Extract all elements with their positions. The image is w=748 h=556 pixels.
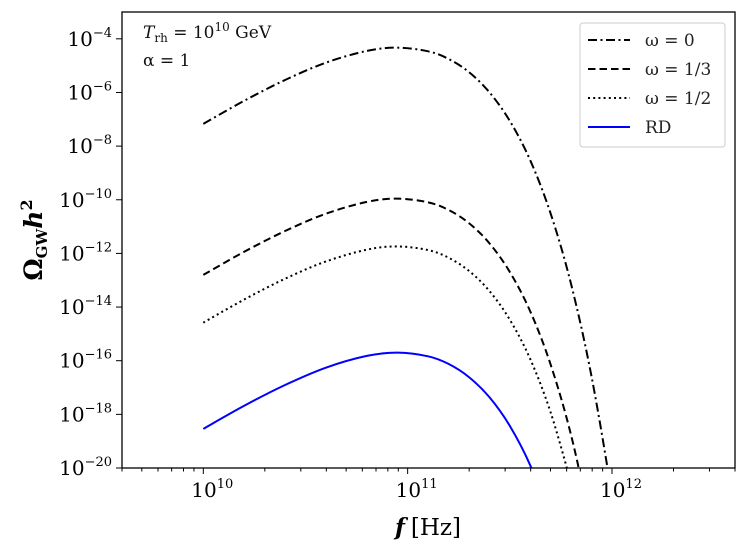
annotation-reheating-temperature: Trh = 1010 GeV: [143, 20, 272, 45]
x-axis: 1010 1011 1012: [121, 468, 736, 502]
x-tick-label: 1010: [191, 477, 233, 502]
series-line-3: [202, 245, 568, 468]
y-tick-label: 10−12: [59, 240, 112, 265]
plot-frame: [121, 11, 736, 469]
legend: ω = 0 ω = 1/3 ω = 1/2 RD: [579, 22, 726, 148]
legend-label: ω = 1/3: [645, 60, 711, 80]
legend-label: ω = 1/2: [645, 89, 711, 109]
legend-box: [579, 22, 726, 148]
series-line-4: [202, 351, 533, 468]
y-tick-label: 10−4: [67, 26, 112, 51]
y-tick-label: 10−18: [59, 401, 112, 426]
x-tick-label: 1012: [600, 477, 642, 502]
series-line-1: [202, 46, 609, 468]
annotation-alpha: α = 1: [143, 51, 190, 71]
x-tick-label: 1011: [396, 477, 438, 502]
y-tick-label: 10−16: [59, 348, 112, 373]
y-tick-label: 10−14: [59, 294, 112, 319]
y-tick-label: 10−20: [59, 455, 112, 480]
series-layer: [202, 46, 609, 468]
legend-label: ω = 0: [645, 31, 695, 51]
y-axis: 10−4 10−6 10−8 10−10 10−12 10−14 10−16 10−18 10−…: [59, 26, 122, 480]
y-tick-label: 10−10: [59, 187, 112, 212]
series-line-2: [202, 197, 580, 468]
y-tick-label: 10−6: [67, 79, 112, 104]
y-tick-label: 10−8: [67, 133, 112, 158]
y-axis-label: ΩGWh2: [17, 199, 51, 280]
legend-label: RD: [645, 118, 671, 138]
x-axis-label: f [Hz]: [393, 514, 461, 541]
